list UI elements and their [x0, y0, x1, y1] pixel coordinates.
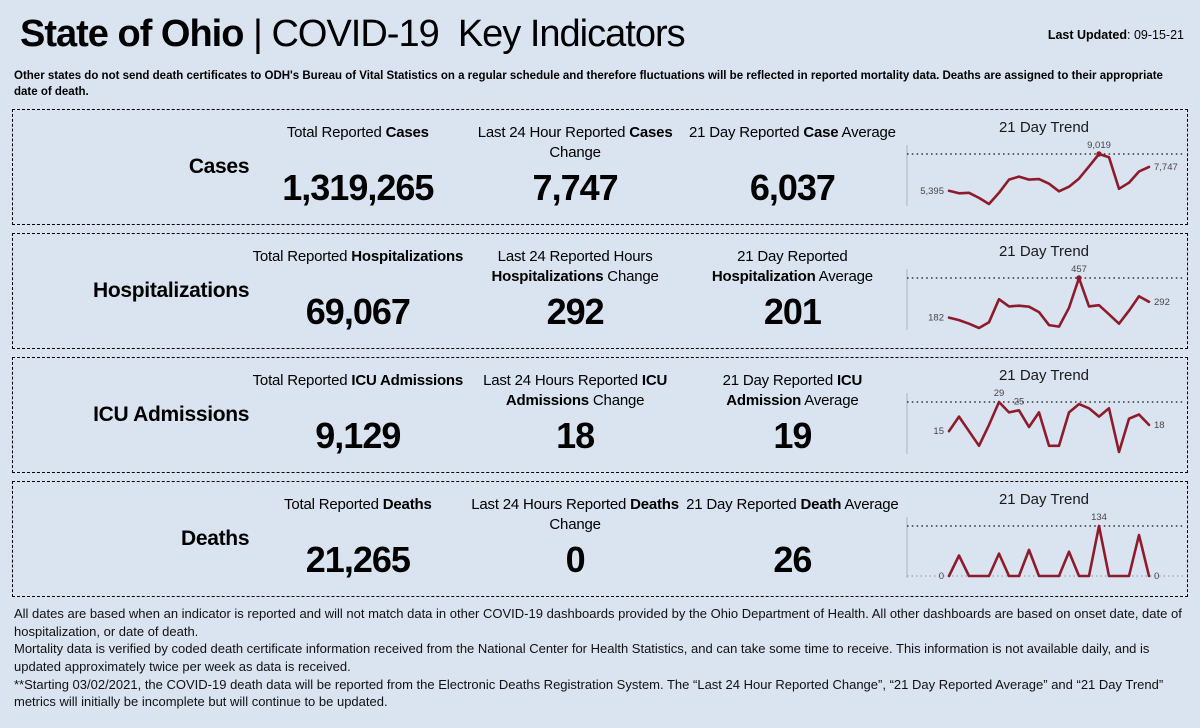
- indicator-row-cases: Cases Total Reported Cases 1,319,265 Las…: [12, 108, 1188, 225]
- stat-average-cases: 21 Day Reported Case Average 6,037: [684, 110, 901, 224]
- svg-text:15: 15: [933, 426, 944, 437]
- stat-value: 18: [556, 414, 595, 456]
- svg-text:0: 0: [939, 571, 944, 582]
- stat-total-deaths: Total Reported Deaths 21,265: [249, 482, 466, 596]
- stat-value: 0: [565, 538, 586, 580]
- stat-header: 21 Day Reported Hospitalization Average: [711, 247, 873, 286]
- stat-value: 1,319,265: [282, 166, 434, 208]
- row-label-hospitalizations: Hospitalizations: [92, 278, 250, 302]
- stat-header: Total Reported Hospitalizations: [252, 247, 464, 265]
- stat-header: 21 Day Reported ICU Admission Average: [722, 371, 863, 410]
- last-updated: Last Updated: 09-15-21: [1048, 14, 1184, 42]
- stat-value: 6,037: [749, 166, 836, 208]
- svg-text:25: 25: [1014, 396, 1025, 407]
- stat-header: Last 24 Hours Reported ICU Admissions Ch…: [483, 371, 668, 410]
- svg-text:9,019: 9,019: [1087, 140, 1111, 151]
- trend-deaths: 21 Day Trend 0 134 0: [901, 482, 1187, 596]
- svg-text:457: 457: [1071, 264, 1087, 275]
- indicator-row-icu-admissions: ICU Admissions Total Reported ICU Admiss…: [12, 356, 1188, 473]
- svg-text:5,395: 5,395: [920, 186, 944, 197]
- indicator-row-deaths: Deaths Total Reported Deaths 21,265 Last…: [12, 480, 1188, 597]
- trend-title: 21 Day Trend: [998, 490, 1090, 508]
- stat-header: Total Reported ICU Admissions: [252, 371, 464, 389]
- stat-header: Total Reported Deaths: [284, 495, 432, 513]
- last-updated-label: Last Updated: [1047, 28, 1128, 42]
- stat-change-hospitalizations: Last 24 Reported Hours Hospitalizations …: [466, 234, 683, 348]
- stat-value: 9,129: [315, 414, 401, 456]
- stat-change-deaths: Last 24 Hours Reported Deaths Change 0: [466, 482, 683, 596]
- trend-title: 21 Day Trend: [998, 366, 1090, 384]
- stat-change-cases: Last 24 Hour Reported Cases Change 7,747: [466, 110, 683, 224]
- stat-total-cases: Total Reported Cases 1,319,265: [249, 110, 466, 224]
- page-title-rest: | COVID-19 Key Indicators: [243, 13, 686, 55]
- stat-value: 7,747: [532, 166, 619, 208]
- svg-text:7,747: 7,747: [1154, 162, 1178, 173]
- svg-text:18: 18: [1154, 420, 1165, 431]
- footer-notes: All dates are based when an indicator is…: [14, 605, 1186, 711]
- row-label-deaths: Deaths: [180, 526, 250, 550]
- trend-hospitalizations: 21 Day Trend 182 457 292: [901, 234, 1187, 348]
- stat-value: 19: [773, 414, 812, 456]
- indicator-board: Cases Total Reported Cases 1,319,265 Las…: [12, 108, 1188, 597]
- trend-sparkline-deaths: 0 134 0: [906, 512, 1183, 582]
- stat-value: 21,265: [305, 538, 411, 580]
- trend-icu-admissions: 21 Day Trend 15 29 25 18: [901, 358, 1187, 472]
- trend-sparkline-icu-admissions: 15 29 25 18: [906, 388, 1183, 454]
- header: State of Ohio | COVID-19 Key Indicators …: [0, 0, 1200, 56]
- svg-text:29: 29: [994, 388, 1005, 399]
- stat-header: 21 Day Reported Case Average: [688, 123, 896, 141]
- stat-average-icu: 21 Day Reported ICU Admission Average 19: [684, 358, 901, 472]
- row-label-cases: Cases: [188, 154, 250, 178]
- stat-average-deaths: 21 Day Reported Death Average 26: [684, 482, 901, 596]
- mortality-disclaimer: Other states do not send death certifica…: [14, 69, 1163, 98]
- stat-header: Last 24 Reported Hours Hospitalizations …: [491, 247, 659, 286]
- trend-cases: 21 Day Trend 5,395 9,019 7,747: [901, 110, 1187, 224]
- stat-average-hospitalizations: 21 Day Reported Hospitalization Average …: [684, 234, 901, 348]
- trend-title: 21 Day Trend: [998, 242, 1090, 260]
- stat-header: Last 24 Hour Reported Cases Change: [477, 123, 673, 162]
- svg-text:182: 182: [928, 313, 944, 324]
- stat-header: Total Reported Cases: [286, 123, 429, 141]
- indicator-row-hospitalizations: Hospitalizations Total Reported Hospital…: [12, 232, 1188, 349]
- row-label-icu-admissions: ICU Admissions: [93, 402, 250, 426]
- stat-value: 26: [773, 538, 812, 580]
- svg-text:0: 0: [1154, 571, 1159, 582]
- stat-total-icu: Total Reported ICU Admissions 9,129: [249, 358, 466, 472]
- stat-change-icu: Last 24 Hours Reported ICU Admissions Ch…: [466, 358, 683, 472]
- trend-sparkline-hospitalizations: 182 457 292: [906, 264, 1183, 330]
- stat-header: 21 Day Reported Death Average: [686, 495, 899, 513]
- footer-note-edrs: **Starting 03/02/2021, the COVID-19 deat…: [14, 676, 1164, 710]
- stat-value: 292: [546, 290, 605, 332]
- trend-title: 21 Day Trend: [998, 118, 1090, 136]
- stat-total-hospitalizations: Total Reported Hospitalizations 69,067: [249, 234, 466, 348]
- page-title-state: State of Ohio: [20, 13, 244, 55]
- stat-value: 201: [763, 290, 822, 332]
- footer-note-dates: All dates are based when an indicator is…: [14, 605, 1182, 639]
- stat-header: Last 24 Hours Reported Deaths Change: [471, 495, 679, 534]
- footer-note-mortality: Mortality data is verified by coded deat…: [14, 641, 1150, 674]
- svg-text:134: 134: [1091, 512, 1107, 523]
- last-updated-value: : 09-15-21: [1127, 28, 1184, 42]
- svg-text:292: 292: [1154, 297, 1170, 308]
- page-title: State of Ohio | COVID-19 Key Indicators: [20, 13, 686, 56]
- trend-sparkline-cases: 5,395 9,019 7,747: [906, 140, 1183, 206]
- stat-value: 69,067: [305, 290, 411, 332]
